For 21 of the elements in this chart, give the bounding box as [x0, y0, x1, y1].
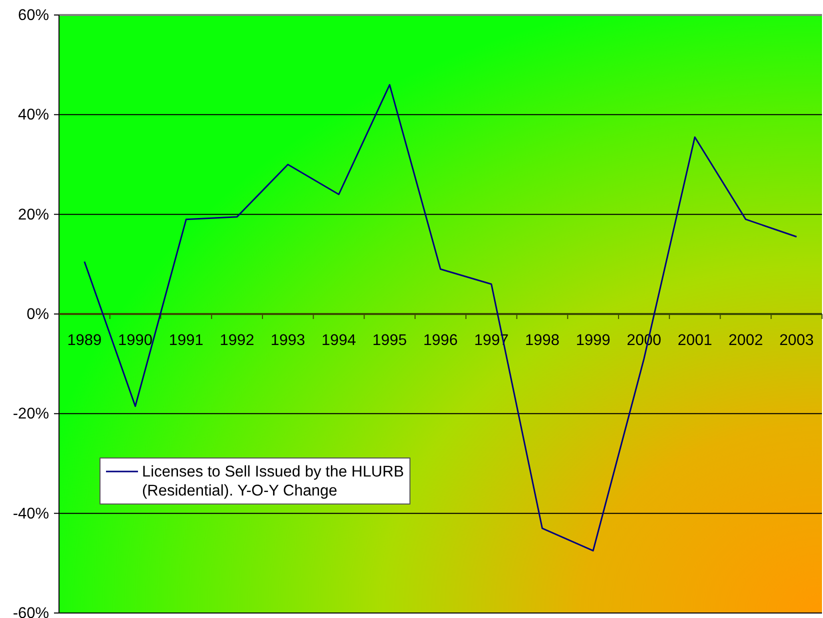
y-tick-label: -20% [12, 406, 50, 423]
x-tick-label: 2003 [779, 332, 814, 349]
legend-label: Licenses to Sell Issued by the HLURB (Residential). Y-O-Y Change [142, 464, 404, 500]
y-tick-label: -40% [12, 505, 50, 522]
x-tick-label: 1989 [67, 332, 102, 349]
x-tick-label: 1995 [372, 332, 407, 349]
y-tick-label: 20% [18, 206, 50, 224]
x-tick-label: 2002 [728, 332, 763, 349]
y-tick-label: 60% [18, 6, 50, 24]
x-tick-label: 2001 [678, 332, 712, 349]
x-tick-label: 1992 [220, 332, 254, 349]
y-tick-label: 0% [26, 306, 50, 323]
x-tick-label: 1999 [576, 332, 610, 349]
x-tick-label: 1990 [118, 332, 153, 349]
x-tick-label: 1993 [270, 332, 306, 349]
x-tick-label: 1998 [524, 332, 560, 349]
x-tick-label: 1994 [322, 332, 356, 349]
x-tick-label: 1996 [423, 332, 458, 349]
x-tick-label: 1991 [168, 332, 204, 349]
y-tick-label: 40% [18, 106, 50, 124]
y-tick-label: -60% [12, 604, 50, 618]
